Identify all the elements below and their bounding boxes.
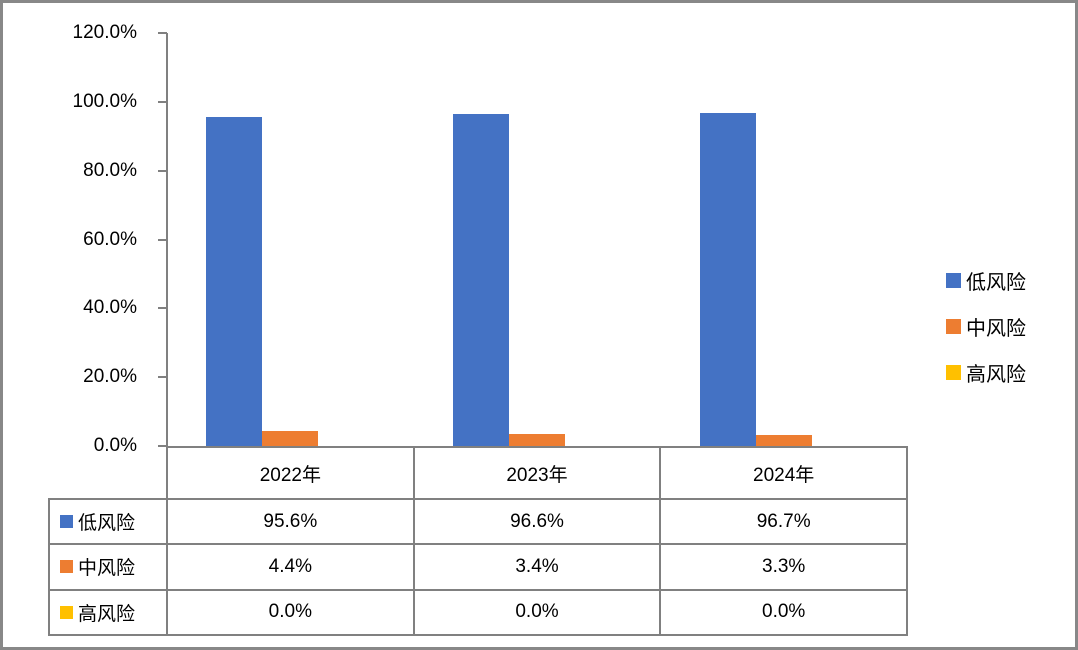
table-row: 中风险 4.4% 3.4% 3.3% (50, 543, 906, 589)
table-row-label: 高风险 (50, 591, 166, 634)
legend-item: 低风险 (946, 269, 1026, 294)
table-header-cell: 2022年 (259, 464, 321, 486)
table-value-cell: 0.0% (166, 590, 413, 634)
series-name: 高风险 (78, 603, 136, 625)
y-tick-label: 20.0% (83, 366, 137, 388)
table-row: 低风险 95.6% 96.6% 96.7% (50, 500, 906, 544)
y-tick-mark (158, 376, 167, 379)
y-axis-line (166, 33, 168, 446)
table-value-cell: 0.0% (659, 590, 906, 634)
legend-swatch-icon (946, 318, 961, 334)
series-key-swatch-icon (60, 515, 73, 529)
table-value-cell: 96.7% (659, 500, 906, 544)
bar-中风险-2022年 (262, 431, 318, 446)
y-tick-mark (158, 238, 167, 241)
bar-低风险-2022年 (206, 117, 262, 446)
table-row-label: 低风险 (50, 500, 166, 543)
table-value-cell: 4.4% (166, 545, 413, 589)
y-tick-mark (158, 307, 167, 310)
series-name: 中风险 (78, 558, 136, 580)
y-tick-mark (158, 100, 167, 103)
y-tick-mark (158, 445, 167, 447)
y-tick-label: 40.0% (83, 297, 137, 319)
data-table-header-row: 2022年 2023年 2024年 (166, 446, 908, 500)
legend-label: 高风险 (966, 363, 1026, 386)
legend-label: 中风险 (966, 317, 1026, 340)
bar-低风险-2024年 (700, 113, 756, 446)
series-name: 低风险 (78, 513, 136, 535)
legend-item: 高风险 (946, 361, 1026, 386)
table-value-cell: 96.6% (412, 500, 660, 544)
table-value-cell: 0.0% (412, 590, 660, 634)
table-value-cell: 3.4% (412, 545, 660, 589)
bar-低风险-2023年 (453, 114, 509, 446)
table-header-cell: 2024年 (659, 448, 906, 498)
series-key-swatch-icon (60, 605, 73, 619)
y-tick-label: 120.0% (72, 22, 137, 43)
legend-item: 中风险 (946, 315, 1026, 340)
y-tick-mark (158, 169, 167, 172)
legend-swatch-icon (946, 272, 961, 288)
table-header-cell: 2023年 (412, 448, 660, 498)
y-tick-label: 0.0% (93, 435, 137, 456)
data-table-body: 低风险 95.6% 96.6% 96.7% 中风险 4.4% 3.4% 3.3% 高风险 0.0%… (48, 498, 908, 636)
series-key-swatch-icon (60, 560, 73, 574)
table-row: 高风险 0.0% 0.0% 0.0% (50, 588, 906, 634)
table-value-cell: 95.6% (166, 500, 413, 544)
legend-label: 低风险 (966, 271, 1026, 294)
legend-swatch-icon (946, 364, 961, 380)
y-tick-label: 80.0% (83, 159, 137, 181)
table-value-cell: 3.3% (659, 545, 906, 589)
y-tick-mark (158, 32, 167, 34)
bar-中风险-2024年 (756, 435, 812, 446)
y-tick-label: 100.0% (72, 90, 137, 112)
table-row-label: 中风险 (50, 545, 166, 588)
chart-legend: 低风险 中风险 高风险 (946, 269, 1026, 407)
y-tick-label: 60.0% (83, 228, 137, 250)
bar-中风险-2023年 (509, 434, 565, 446)
